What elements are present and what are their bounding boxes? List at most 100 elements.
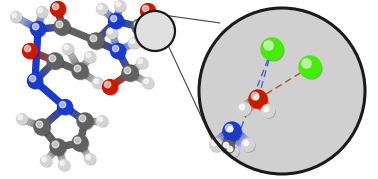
Polygon shape — [256, 98, 265, 106]
Circle shape — [93, 38, 99, 44]
Circle shape — [56, 145, 58, 147]
Polygon shape — [20, 17, 24, 23]
Circle shape — [35, 26, 41, 32]
Circle shape — [56, 145, 61, 150]
Circle shape — [77, 69, 83, 74]
Circle shape — [56, 145, 58, 147]
Polygon shape — [124, 20, 127, 26]
Polygon shape — [39, 26, 41, 32]
Polygon shape — [36, 75, 41, 81]
Circle shape — [113, 18, 119, 24]
Polygon shape — [32, 78, 38, 81]
Circle shape — [140, 61, 142, 63]
Polygon shape — [140, 77, 144, 83]
Polygon shape — [45, 65, 51, 71]
Circle shape — [52, 141, 67, 156]
Polygon shape — [226, 133, 237, 136]
Polygon shape — [52, 59, 57, 64]
Circle shape — [137, 24, 143, 30]
Circle shape — [223, 122, 241, 140]
Polygon shape — [138, 36, 144, 38]
Circle shape — [128, 71, 130, 73]
Polygon shape — [254, 95, 261, 104]
Circle shape — [137, 24, 143, 30]
Polygon shape — [130, 69, 134, 74]
Circle shape — [64, 45, 68, 50]
Polygon shape — [258, 101, 267, 108]
Polygon shape — [56, 98, 61, 104]
Circle shape — [130, 39, 135, 43]
Polygon shape — [82, 120, 88, 123]
Circle shape — [108, 29, 113, 33]
Polygon shape — [55, 8, 61, 11]
Polygon shape — [33, 55, 39, 58]
Polygon shape — [121, 46, 124, 52]
Polygon shape — [77, 68, 82, 72]
Circle shape — [77, 141, 83, 146]
Circle shape — [57, 100, 73, 115]
Circle shape — [83, 119, 88, 124]
Polygon shape — [127, 43, 130, 49]
Polygon shape — [19, 17, 23, 23]
Circle shape — [74, 65, 89, 80]
Polygon shape — [110, 35, 116, 38]
Polygon shape — [66, 142, 68, 148]
Circle shape — [56, 145, 61, 150]
Polygon shape — [106, 43, 110, 49]
Polygon shape — [116, 78, 121, 84]
Polygon shape — [101, 118, 102, 124]
Polygon shape — [108, 24, 113, 29]
Polygon shape — [81, 124, 87, 127]
Polygon shape — [82, 122, 88, 124]
Polygon shape — [222, 132, 229, 141]
Polygon shape — [15, 14, 19, 20]
Circle shape — [110, 15, 117, 22]
Circle shape — [104, 81, 118, 95]
Circle shape — [55, 144, 61, 150]
Polygon shape — [104, 11, 109, 16]
Polygon shape — [30, 23, 34, 29]
Polygon shape — [110, 83, 114, 89]
Circle shape — [63, 105, 68, 110]
Polygon shape — [96, 35, 102, 41]
Circle shape — [53, 59, 55, 61]
Polygon shape — [117, 48, 120, 54]
Polygon shape — [142, 27, 146, 33]
Polygon shape — [124, 66, 130, 70]
Polygon shape — [115, 14, 121, 16]
Polygon shape — [78, 67, 84, 72]
Circle shape — [39, 124, 45, 130]
Circle shape — [118, 4, 120, 6]
Polygon shape — [64, 105, 68, 110]
Polygon shape — [125, 44, 128, 50]
Polygon shape — [76, 67, 82, 71]
Polygon shape — [27, 21, 31, 27]
Polygon shape — [59, 157, 65, 160]
Polygon shape — [60, 159, 66, 163]
Polygon shape — [85, 58, 90, 62]
Polygon shape — [60, 24, 62, 30]
Circle shape — [52, 58, 58, 64]
Polygon shape — [78, 115, 83, 121]
Polygon shape — [52, 58, 56, 64]
Polygon shape — [41, 26, 43, 32]
Polygon shape — [86, 154, 91, 159]
Circle shape — [53, 59, 55, 61]
Circle shape — [94, 39, 96, 41]
Polygon shape — [94, 79, 99, 85]
Polygon shape — [149, 32, 153, 37]
Polygon shape — [28, 22, 33, 28]
Circle shape — [29, 75, 43, 89]
Circle shape — [134, 21, 141, 28]
Polygon shape — [263, 107, 272, 115]
Polygon shape — [130, 68, 135, 73]
Polygon shape — [55, 144, 60, 149]
Polygon shape — [37, 20, 43, 22]
Polygon shape — [135, 64, 139, 70]
Polygon shape — [137, 27, 143, 28]
Polygon shape — [54, 58, 58, 64]
Polygon shape — [120, 58, 126, 62]
Polygon shape — [68, 142, 71, 148]
Polygon shape — [118, 77, 123, 82]
Polygon shape — [33, 61, 39, 65]
